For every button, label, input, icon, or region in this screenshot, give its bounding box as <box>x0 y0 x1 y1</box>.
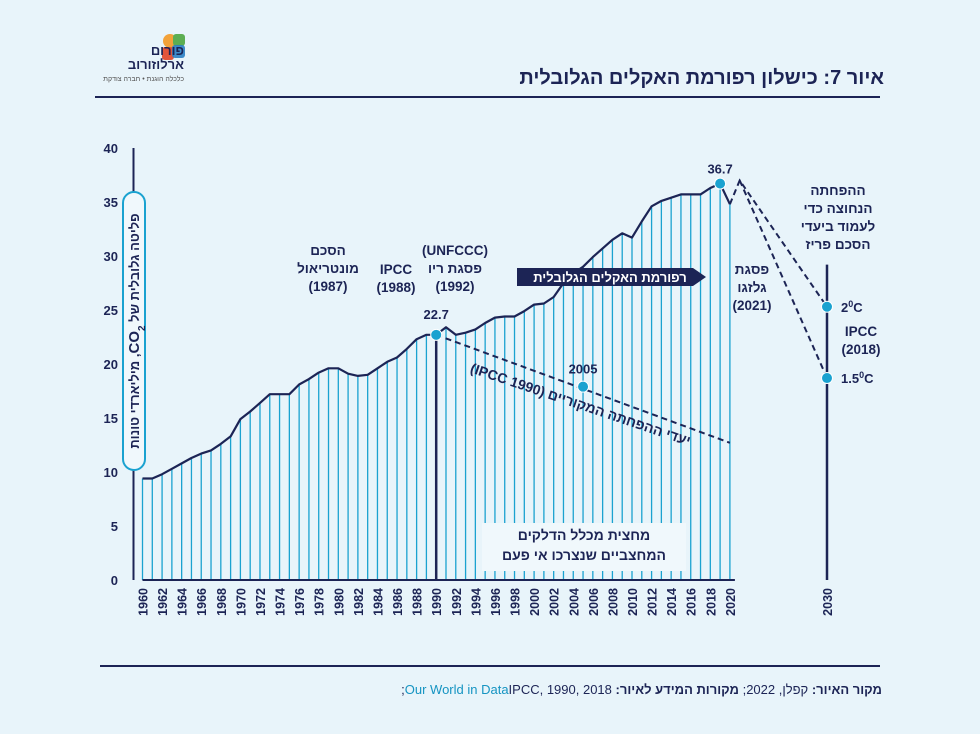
y-tick-label: 5 <box>111 519 118 534</box>
data-point-label: 1.50C <box>841 370 874 386</box>
y-axis-title: פליטה גלובלית של CO2, מיליארדי טונות <box>126 213 148 448</box>
x-tick-label: 2000 <box>528 588 542 616</box>
x-tick-label: 2008 <box>606 588 620 616</box>
logo-icon <box>162 34 185 60</box>
data-point-label: 2005 <box>569 362 598 377</box>
y-tick-label: 40 <box>104 141 118 156</box>
x-tick-label: 2020 <box>724 588 738 616</box>
y-tick-label: 10 <box>104 465 118 480</box>
reform-arrow-label: רפורמת האקלים הגלובלית <box>533 270 687 285</box>
footer-sources-rest: IPCC, 1990, 2018; <box>401 682 612 697</box>
x-tick-label: 2018 <box>704 588 718 616</box>
rio-label-line2: פסגת ריו <box>428 261 482 276</box>
x-tick-label: 2016 <box>685 588 699 616</box>
y-tick-label: 20 <box>104 357 118 372</box>
fossil-fuel-label-line2: המחצביים שנצרכו אי פעם <box>502 547 666 563</box>
footer-owid-link[interactable]: Our World in Data <box>404 682 509 697</box>
data-point-label: 36.7 <box>707 162 732 177</box>
logo-tagline: כלכלה הוגנת • חברה צודקת <box>103 76 184 83</box>
data-point <box>821 372 833 385</box>
ipcc-2018-label-line2: (2018) <box>841 342 880 357</box>
x-tick-label: 1968 <box>215 588 229 616</box>
x-tick-label: 1966 <box>195 588 209 616</box>
paris-targets-label-line4: הסכם פריז <box>806 237 871 252</box>
footer-divider <box>100 665 880 667</box>
x-tick-label: 2014 <box>665 588 679 616</box>
y-tick-label: 15 <box>104 411 118 426</box>
x-tick-label: 1988 <box>411 588 425 616</box>
chart: מחצית מכלל הדלקים המחצביים שנצרכו אי פעם… <box>104 141 881 616</box>
logo-name-line2: ארלוזורוב <box>127 57 184 72</box>
footer-credit-label: מקור האיור: <box>811 682 882 697</box>
reform-arrow <box>517 268 706 286</box>
ipcc-1988-label-line2: (1988) <box>376 280 415 295</box>
x-tick-label: 1974 <box>274 588 288 616</box>
x-tick-label: 1962 <box>156 588 170 616</box>
rio-label-line3: (1992) <box>435 279 474 294</box>
figure-title: איור 7: כישלון רפורמת האקלים הגלובלית <box>519 67 884 89</box>
y-tick-label: 25 <box>104 303 118 318</box>
ipcc-1988-label-line1: IPCC <box>380 262 413 277</box>
y-axis-title-box <box>122 191 146 471</box>
x-tick-label: 1982 <box>352 588 366 616</box>
x-tick-label: 1994 <box>469 588 483 616</box>
data-point <box>714 177 727 190</box>
x-tick-label: 2002 <box>548 588 562 616</box>
x-tick-label: 1986 <box>391 588 405 616</box>
fossil-fuel-box <box>482 523 686 571</box>
logo-name-line1: פורום <box>150 43 184 58</box>
y-tick-label: 30 <box>104 249 118 264</box>
montreal-label-line1: הסכם <box>310 243 346 258</box>
x-tick-label: 1984 <box>371 588 385 616</box>
dashed-series-3 <box>738 179 828 379</box>
x-tick-label: 1960 <box>137 588 151 616</box>
footer-sources-label: מקורות המידע לאיור: <box>615 682 739 697</box>
x-tick-label: 1992 <box>450 588 464 616</box>
x-tick-label: 2010 <box>626 588 640 616</box>
x-tick-label: 1970 <box>234 588 248 616</box>
paris-targets-label-line2: הנחוצה כדי <box>804 201 873 216</box>
x-tick-label: 1980 <box>332 588 346 616</box>
rio-label-line1: (UNFCCC) <box>422 243 488 258</box>
x-tick-label: 2012 <box>646 588 660 616</box>
x-tick-label: 1996 <box>489 588 503 616</box>
data-point-label: 20C <box>841 299 863 315</box>
x-tick-label: 1964 <box>176 588 190 616</box>
x-tick-label: 2030 <box>821 588 835 616</box>
y-tick-label: 0 <box>111 573 118 588</box>
glasgow-label-line3: (2021) <box>732 298 771 313</box>
paris-targets-label-line3: לעמוד ביעדי <box>801 219 876 234</box>
x-tick-label: 1972 <box>254 588 268 616</box>
data-point <box>821 300 833 313</box>
glasgow-label-line1: פסגת <box>735 262 770 277</box>
fossil-fuel-label-line1: מחצית מכלל הדלקים <box>518 527 650 543</box>
y-tick-label: 35 <box>104 195 118 210</box>
dashed-series-1 <box>435 333 731 444</box>
ipcc-2018-label-line1: IPCC <box>845 324 878 339</box>
montreal-label-line2: מונטריאול <box>297 261 359 276</box>
x-tick-label: 2004 <box>567 588 581 616</box>
title-divider <box>95 96 880 98</box>
footer-credit-value: קפלן, 2022; <box>742 682 809 697</box>
paris-targets-label-line1: ההפחתה <box>810 183 865 198</box>
data-point-label: 22.7 <box>424 307 449 322</box>
x-tick-label: 1998 <box>509 588 523 616</box>
x-tick-label: 1976 <box>293 588 307 616</box>
glasgow-label-line2: גלזגו <box>737 280 767 295</box>
x-tick-label: 2006 <box>587 588 601 616</box>
x-tick-label: 1978 <box>313 588 327 616</box>
footer-sources: מקור האיור: קפלן, 2022; מקורות המידע לאי… <box>401 682 882 697</box>
montreal-label-line3: (1987) <box>308 279 347 294</box>
x-tick-label: 1990 <box>430 588 444 616</box>
data-point <box>430 328 443 341</box>
data-point <box>577 380 590 393</box>
